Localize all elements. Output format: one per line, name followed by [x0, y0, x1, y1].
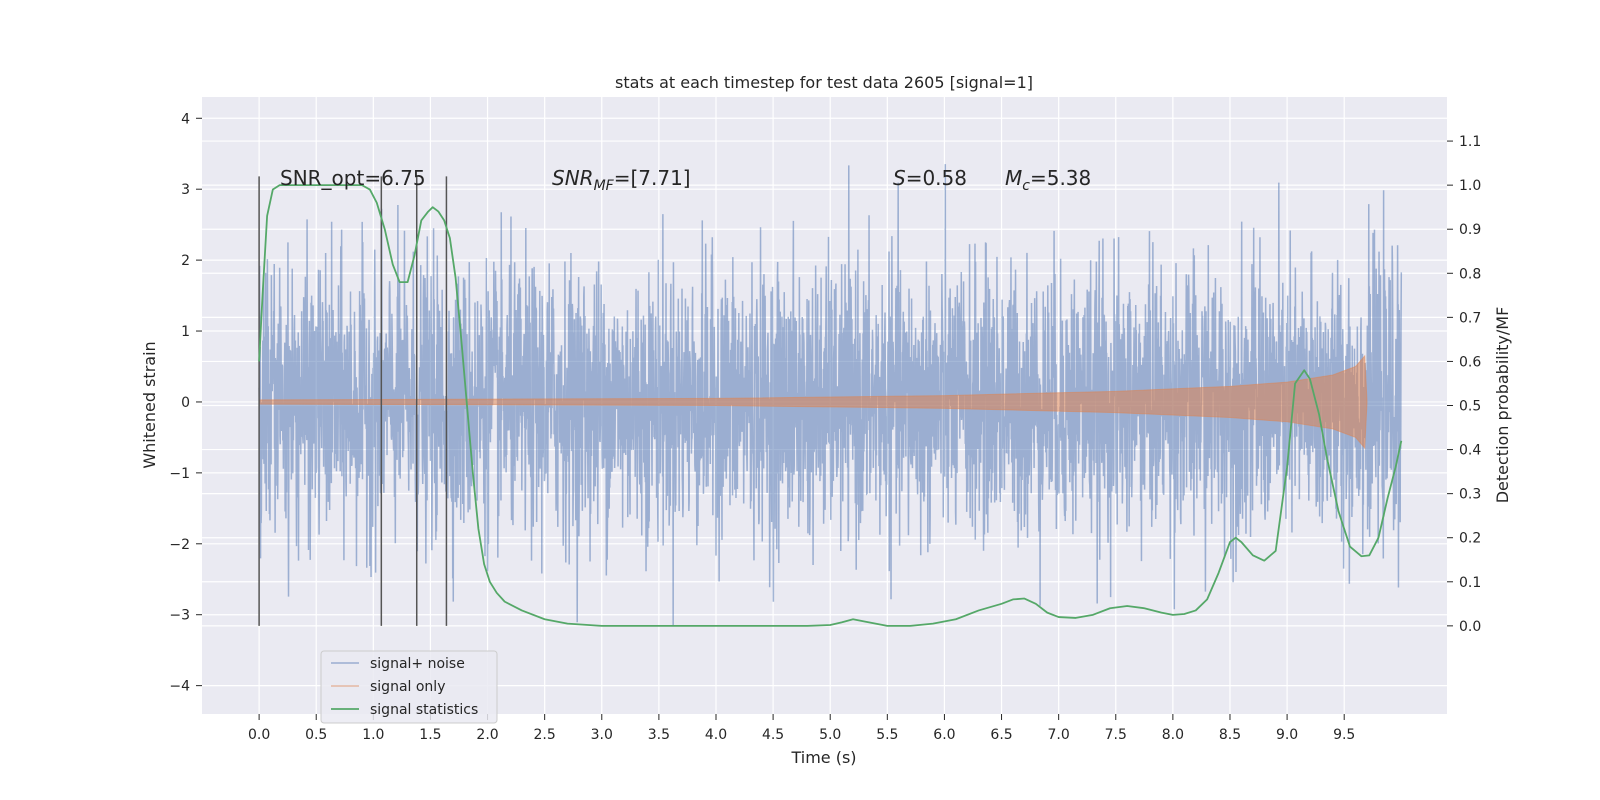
legend-label-signal-statistics: signal statistics: [370, 702, 478, 718]
y-right-tick-label: 0.9: [1459, 222, 1481, 238]
data-layer: [258, 164, 1403, 627]
annotations: SNR_opt=6.75 SNRMF=[7.71] S=0.58 Mc=5.38: [280, 166, 1091, 194]
y-tick-label: −4: [169, 679, 190, 695]
y-axis-label: Whitened strain: [140, 341, 159, 468]
x-tick-label: 9.5: [1333, 727, 1355, 743]
axis-ticks: 0.0 0.5 1.0 1.5 2.0 2.5 3.0 3.5 4.0 4.5 5.0 5.5 6.0 6…: [169, 111, 1481, 743]
y-right-tick-label: 0.2: [1459, 531, 1481, 547]
annotation-mc: Mc=5.38: [1005, 166, 1091, 194]
y-right-axis-label: Detection probability/MF: [1493, 307, 1512, 504]
annotation-snr-mf-value: =[7.71]: [614, 166, 691, 190]
y-right-tick-label: 0.6: [1459, 354, 1481, 370]
annotation-mc-sub: c: [1022, 178, 1030, 194]
y-tick-label: 2: [181, 253, 190, 269]
y-right-tick-label: 0.3: [1459, 487, 1481, 503]
series-signal-only: [258, 354, 1368, 450]
y-tick-label: −2: [169, 537, 190, 553]
x-tick-label: 1.5: [419, 727, 441, 743]
x-tick-label: 4.0: [705, 727, 727, 743]
x-tick-label: 4.5: [762, 727, 784, 743]
x-tick-label: 2.5: [534, 727, 556, 743]
legend-label-signal-only: signal only: [370, 679, 445, 695]
y-right-tick-label: 0.5: [1459, 399, 1481, 415]
annotation-s-value: =0.58: [906, 166, 967, 190]
x-tick-label: 0.5: [305, 727, 327, 743]
annotation-mc-value: =5.38: [1030, 166, 1091, 190]
legend-label-signal-noise: signal+ noise: [370, 656, 465, 672]
x-tick-label: 5.5: [876, 727, 898, 743]
x-tick-label: 0.0: [248, 727, 270, 743]
annotation-snr-opt: SNR_opt=6.75: [280, 166, 426, 190]
y-tick-label: 4: [181, 111, 190, 127]
annotation-s-main: S: [893, 166, 906, 190]
x-tick-label: 9.0: [1276, 727, 1298, 743]
annotation-s: S=0.58: [893, 166, 967, 190]
x-tick-label: 2.0: [476, 727, 498, 743]
y-tick-label: 0: [181, 395, 190, 411]
signal-only-trace: [258, 354, 1368, 450]
y-right-tick-label: 1.0: [1459, 178, 1481, 194]
y-tick-label: 1: [181, 324, 190, 340]
x-tick-label: 6.0: [933, 727, 955, 743]
y-right-tick-label: 0.4: [1459, 443, 1481, 459]
chart-title: stats at each timestep for test data 260…: [615, 73, 1033, 92]
vertical-markers: [258, 176, 448, 626]
annotation-mc-main: M: [1005, 166, 1022, 190]
y-right-tick-label: 0.7: [1459, 310, 1481, 326]
x-tick-label: 3.5: [648, 727, 670, 743]
signal-statistics-line: [258, 184, 1403, 627]
annotation-snr-mf-main: SNR: [552, 166, 594, 190]
y-tick-label: −3: [169, 608, 190, 624]
legend-frame: [320, 650, 498, 724]
y-right-tick-label: 0.1: [1459, 575, 1481, 591]
series-signal-statistics: [258, 184, 1403, 627]
y-tick-label: 3: [181, 182, 190, 198]
x-tick-label: 1.0: [362, 727, 384, 743]
x-axis-label: Time (s): [790, 748, 856, 767]
x-tick-label: 3.0: [591, 727, 613, 743]
x-tick-label: 6.5: [990, 727, 1012, 743]
y-tick-label: −1: [169, 466, 190, 482]
annotation-snr-mf-sub: MF: [594, 178, 615, 194]
annotation-snr-mf: SNRMF=[7.71]: [552, 166, 691, 194]
y-right-tick-label: 1.1: [1459, 134, 1481, 150]
legend: signal+ noise signal only signal statist…: [320, 650, 498, 724]
x-tick-label: 8.0: [1162, 727, 1184, 743]
y-right-tick-label: 0.8: [1459, 266, 1481, 282]
x-tick-label: 7.5: [1105, 727, 1127, 743]
x-tick-label: 5.0: [819, 727, 841, 743]
y-right-tick-label: 0.0: [1459, 619, 1481, 635]
x-tick-label: 7.0: [1048, 727, 1070, 743]
x-tick-label: 8.5: [1219, 727, 1241, 743]
